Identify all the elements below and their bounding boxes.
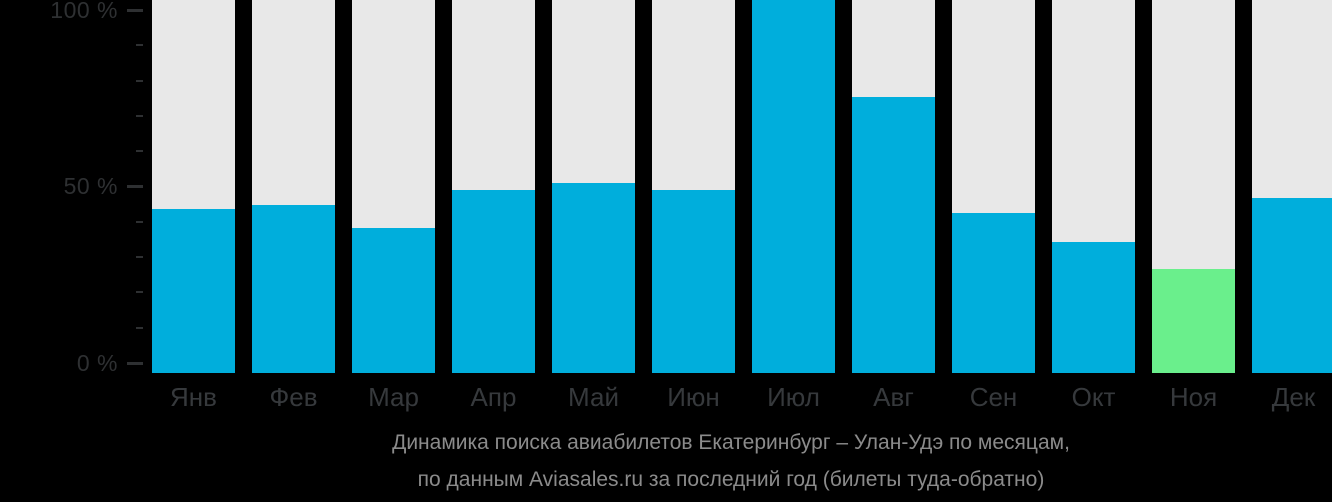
y-tick-label-0: 0 % xyxy=(76,350,118,376)
bar-slot-Мар xyxy=(352,0,435,373)
bar-fill-Май xyxy=(552,183,635,373)
month-label-Дек: Дек xyxy=(1271,382,1316,412)
bar-slot-Янв xyxy=(152,0,235,373)
minor-tick-mark xyxy=(136,44,143,47)
minor-tick-mark xyxy=(136,150,143,153)
month-label-Ноя: Ноя xyxy=(1169,382,1218,412)
bar-fill-Авг xyxy=(852,97,935,373)
month-label-Мар: Мар xyxy=(368,382,419,412)
y-axis: 0 % 50 % 100 % xyxy=(0,0,152,420)
minor-tick-mark xyxy=(136,79,143,82)
minor-tick-mark xyxy=(136,220,143,223)
bar-slot-Июл xyxy=(752,0,835,373)
major-tick-mark xyxy=(127,185,143,188)
major-tick-mark xyxy=(127,8,143,12)
bar-slot-Окт xyxy=(1052,0,1135,373)
bar-slot-Дек xyxy=(1252,0,1332,373)
month-label-Янв: Янв xyxy=(170,382,217,412)
y-tick-label-100: 100 % xyxy=(50,0,118,23)
bar-slot-Ноя xyxy=(1152,0,1235,373)
bar-fill-Апр xyxy=(452,190,535,373)
month-label-Сен: Сен xyxy=(969,382,1018,412)
bar-slot-Фев xyxy=(252,0,335,373)
month-label-Июн: Июн xyxy=(667,382,720,412)
minor-tick-mark xyxy=(136,114,143,117)
chart-subtitle: по данным Aviasales.ru за последний год … xyxy=(417,468,1045,491)
minor-tick-mark xyxy=(136,256,143,259)
bar-slot-Май xyxy=(552,0,635,373)
bar-slot-Авг xyxy=(852,0,935,373)
bar-slot-Июн xyxy=(652,0,735,373)
month-label-Май: Май xyxy=(568,382,619,412)
bar-plot-area xyxy=(152,0,1332,373)
minor-tick-mark xyxy=(136,326,143,329)
month-label-Фев: Фев xyxy=(269,382,318,412)
minor-tick-mark xyxy=(136,291,143,294)
bar-fill-Мар xyxy=(352,228,435,373)
bar-fill-Дек xyxy=(1252,198,1332,373)
y-tick-label-50: 50 % xyxy=(63,173,118,199)
month-label-Окт: Окт xyxy=(1071,382,1116,412)
bar-slot-Апр xyxy=(452,0,535,373)
chart-caption: Динамика поиска авиабилетов Екатеринбург… xyxy=(130,424,1332,498)
month-label-Апр: Апр xyxy=(470,382,517,412)
bar-fill-Сен xyxy=(952,213,1035,373)
bar-fill-Фев xyxy=(252,205,335,373)
bar-fill-Ноя xyxy=(1152,269,1235,373)
month-label-Авг: Авг xyxy=(873,382,914,412)
chart-title: Динамика поиска авиабилетов Екатеринбург… xyxy=(392,431,1070,454)
bar-fill-Окт xyxy=(1052,242,1135,373)
major-tick-mark xyxy=(127,361,143,365)
bar-fill-Июн xyxy=(652,190,735,373)
month-label-Июл: Июл xyxy=(767,382,820,412)
bar-slot-Сен xyxy=(952,0,1035,373)
bar-fill-Июл xyxy=(752,0,835,373)
bar-fill-Янв xyxy=(152,209,235,373)
